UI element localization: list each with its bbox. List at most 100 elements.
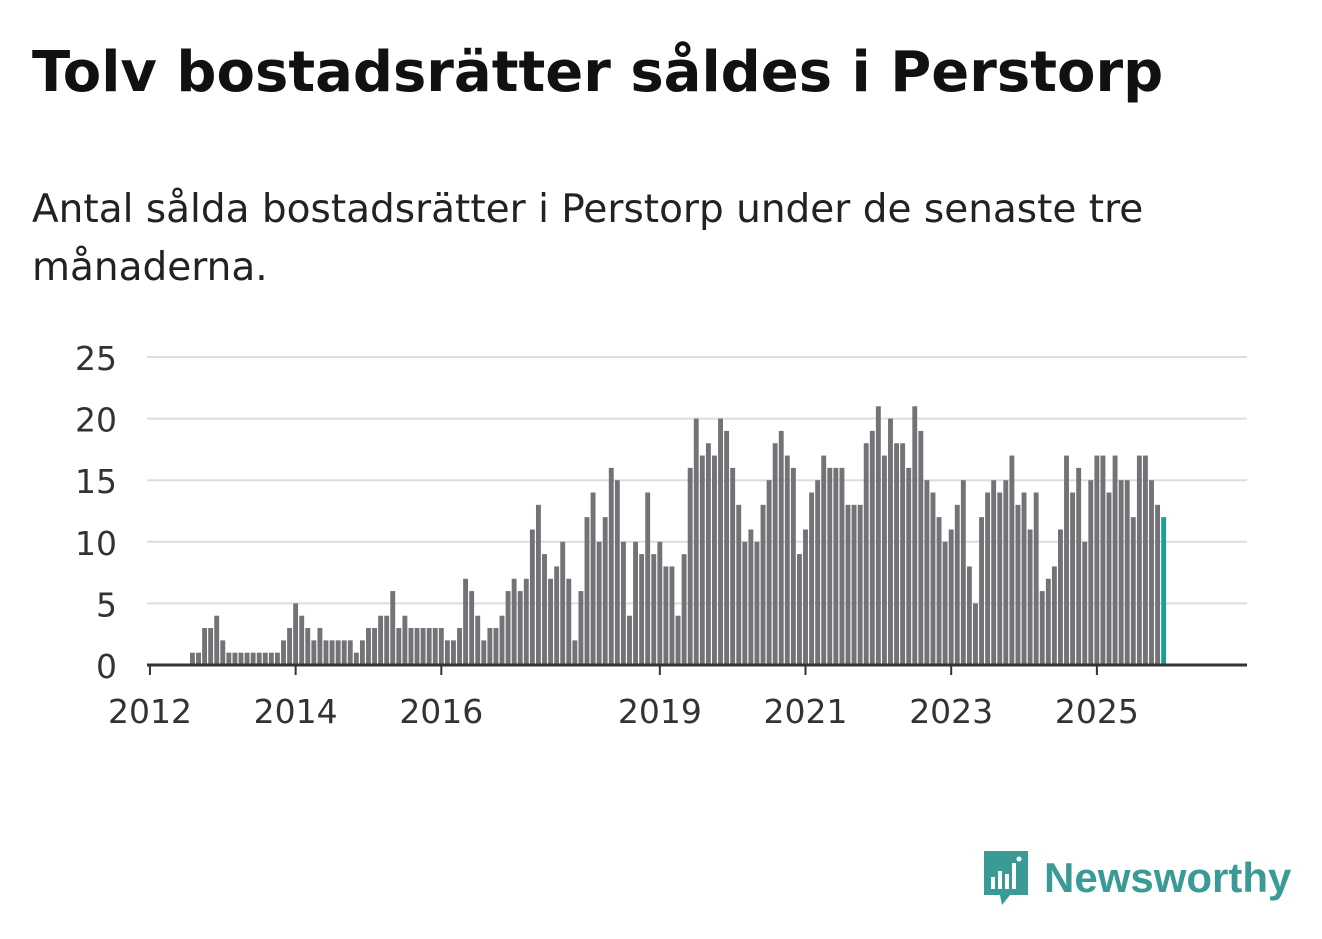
x-tick-label: 2021 — [764, 692, 848, 731]
bar — [1009, 455, 1015, 665]
bar — [256, 652, 262, 665]
bar — [833, 467, 839, 665]
bar — [238, 652, 244, 665]
bar — [784, 455, 790, 665]
bar — [918, 430, 924, 665]
bar — [274, 652, 280, 665]
bar — [420, 628, 426, 665]
bar — [681, 554, 687, 665]
bar — [372, 628, 377, 665]
bar — [863, 443, 869, 665]
bar — [323, 640, 329, 665]
bar — [1100, 455, 1106, 665]
x-tick-label: 2019 — [618, 692, 702, 731]
bar — [809, 492, 815, 665]
bar — [444, 640, 450, 665]
bar — [1064, 455, 1069, 665]
bar — [208, 628, 214, 665]
bar — [888, 418, 893, 665]
newsworthy-logo-icon — [984, 851, 1028, 905]
bar — [1136, 455, 1142, 665]
bar — [396, 628, 402, 665]
bar — [712, 455, 717, 665]
bar — [390, 591, 396, 665]
bar — [335, 640, 341, 665]
bar — [596, 541, 602, 665]
bar — [438, 628, 444, 665]
bar — [705, 443, 711, 665]
bar — [1130, 517, 1136, 665]
bar — [469, 591, 475, 665]
bar — [293, 603, 299, 665]
bar — [353, 652, 359, 665]
bar — [657, 541, 663, 665]
bar — [942, 541, 948, 665]
bar — [347, 640, 353, 665]
bar — [754, 541, 760, 665]
bar — [900, 443, 906, 665]
bar — [566, 578, 572, 665]
bar — [669, 566, 675, 665]
bar — [287, 628, 293, 665]
bar — [778, 430, 784, 665]
bar — [529, 529, 535, 665]
bar — [451, 640, 456, 665]
bar — [463, 578, 469, 665]
bar — [821, 455, 827, 665]
bar — [196, 652, 201, 665]
bar — [535, 504, 541, 665]
bar — [736, 504, 742, 665]
bar — [627, 615, 632, 665]
y-tick-label: 20 — [75, 401, 117, 440]
bar — [815, 480, 821, 665]
bar — [997, 492, 1003, 665]
bar — [523, 578, 529, 665]
bar — [1124, 480, 1130, 665]
newsworthy-logo[interactable]: Newsworthy — [980, 846, 1291, 910]
bar — [244, 652, 250, 665]
bar — [1070, 492, 1076, 665]
bar — [930, 492, 936, 665]
bar — [481, 640, 487, 665]
bar — [189, 652, 195, 665]
bar — [1082, 541, 1088, 665]
bar — [359, 640, 365, 665]
bar — [857, 504, 863, 665]
bar — [985, 492, 991, 665]
bar — [912, 406, 918, 665]
bar — [414, 628, 420, 665]
bar — [1088, 480, 1094, 665]
bar — [517, 591, 523, 665]
bar — [718, 418, 723, 665]
bar — [894, 443, 900, 665]
bar — [366, 628, 371, 665]
bar — [499, 615, 505, 665]
bar — [960, 480, 966, 665]
bar — [1015, 504, 1021, 665]
x-tick-label: 2016 — [399, 692, 483, 731]
data-label: 12 — [1182, 320, 1220, 328]
bar — [1058, 529, 1063, 665]
bar — [966, 566, 972, 665]
bar — [226, 652, 232, 665]
bar — [341, 640, 347, 665]
bar — [1033, 492, 1039, 665]
bar — [730, 467, 736, 665]
bar — [232, 652, 238, 665]
bar — [505, 591, 511, 665]
bar — [693, 418, 699, 665]
bar — [560, 541, 566, 665]
chart-subtitle: Antal sålda bostadsrätter i Perstorp und… — [32, 187, 1144, 290]
bar — [869, 430, 875, 665]
bar — [954, 504, 960, 665]
bar — [1027, 529, 1033, 665]
bar — [633, 541, 638, 665]
bar — [1112, 455, 1118, 665]
bar — [699, 455, 705, 665]
bar — [645, 492, 651, 665]
bar — [1076, 467, 1082, 665]
bar — [1045, 578, 1051, 665]
bar — [262, 652, 268, 665]
bar — [1118, 480, 1124, 665]
bar — [1106, 492, 1112, 665]
